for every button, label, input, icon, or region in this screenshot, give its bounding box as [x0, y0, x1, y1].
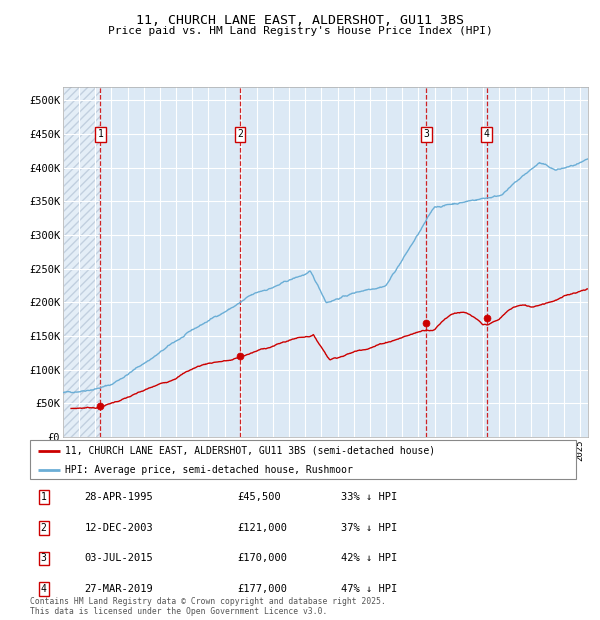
- Text: 3: 3: [424, 129, 430, 139]
- Text: 47% ↓ HPI: 47% ↓ HPI: [341, 584, 397, 594]
- Bar: [63, 87, 100, 437]
- Text: 11, CHURCH LANE EAST, ALDERSHOT, GU11 3BS (semi-detached house): 11, CHURCH LANE EAST, ALDERSHOT, GU11 3B…: [65, 446, 436, 456]
- Text: 37% ↓ HPI: 37% ↓ HPI: [341, 523, 397, 533]
- Text: HPI: Average price, semi-detached house, Rushmoor: HPI: Average price, semi-detached house,…: [65, 465, 353, 475]
- Text: 33% ↓ HPI: 33% ↓ HPI: [341, 492, 397, 502]
- Text: 4: 4: [41, 584, 47, 594]
- Text: 12-DEC-2003: 12-DEC-2003: [85, 523, 154, 533]
- Text: This data is licensed under the Open Government Licence v3.0.: This data is licensed under the Open Gov…: [30, 607, 328, 616]
- Text: 03-JUL-2015: 03-JUL-2015: [85, 554, 154, 564]
- Bar: [63, 87, 100, 437]
- Text: 1: 1: [98, 129, 103, 139]
- Text: 4: 4: [484, 129, 490, 139]
- Text: £45,500: £45,500: [238, 492, 281, 502]
- Text: 2: 2: [41, 523, 47, 533]
- Text: 1: 1: [41, 492, 47, 502]
- Text: Price paid vs. HM Land Registry's House Price Index (HPI): Price paid vs. HM Land Registry's House …: [107, 26, 493, 36]
- Text: Contains HM Land Registry data © Crown copyright and database right 2025.: Contains HM Land Registry data © Crown c…: [30, 597, 386, 606]
- Text: £170,000: £170,000: [238, 554, 287, 564]
- Text: 2: 2: [237, 129, 243, 139]
- Text: 42% ↓ HPI: 42% ↓ HPI: [341, 554, 397, 564]
- Text: 28-APR-1995: 28-APR-1995: [85, 492, 154, 502]
- Text: 27-MAR-2019: 27-MAR-2019: [85, 584, 154, 594]
- Text: 11, CHURCH LANE EAST, ALDERSHOT, GU11 3BS: 11, CHURCH LANE EAST, ALDERSHOT, GU11 3B…: [136, 14, 464, 27]
- Text: £177,000: £177,000: [238, 584, 287, 594]
- Text: 3: 3: [41, 554, 47, 564]
- Text: £121,000: £121,000: [238, 523, 287, 533]
